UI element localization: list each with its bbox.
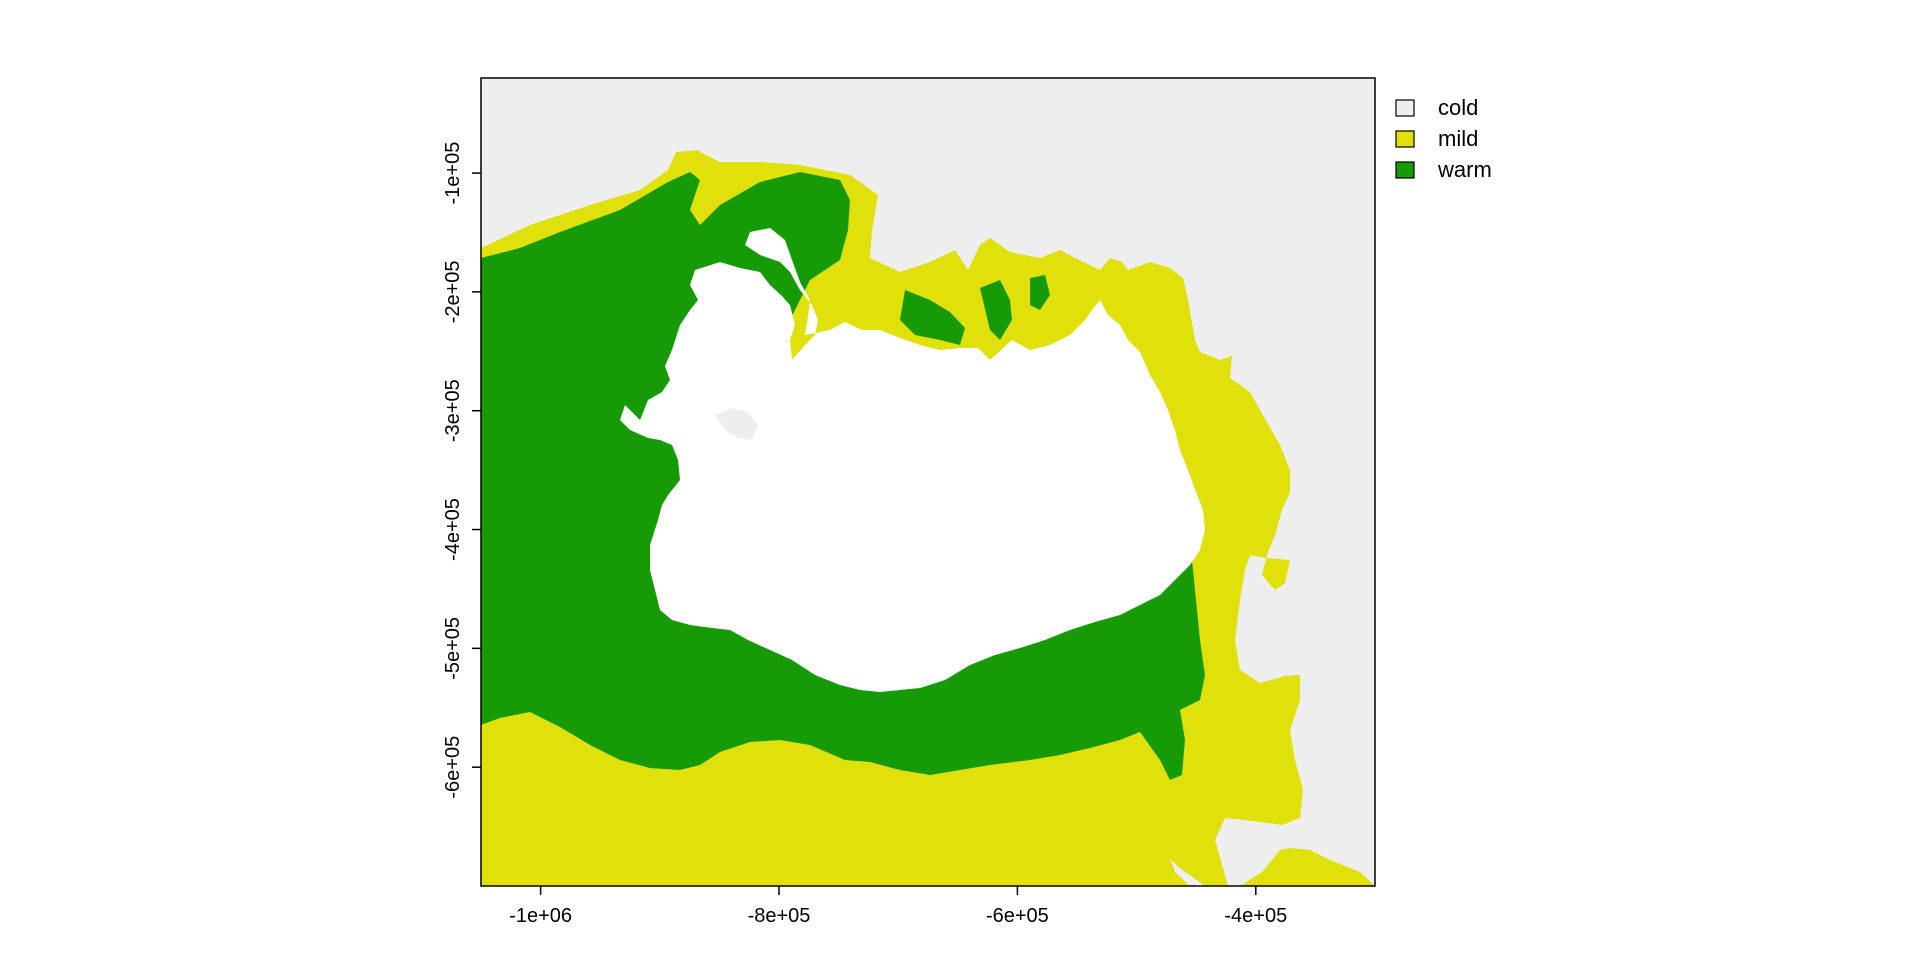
plot-border [480,77,1376,887]
x-axis: -1e+06 -8e+05 -6e+05 -4e+05 [509,886,1287,927]
glacier-patch [715,408,758,440]
land-region [620,228,1205,692]
legend: cold mild warm [1395,95,1492,182]
x-tick-label: -1e+06 [509,905,572,927]
legend-swatch-mild [1395,130,1415,148]
legend-label-mild: mild [1438,126,1478,151]
warm-region [481,172,1205,780]
mild-region [481,150,700,258]
legend-label-cold: cold [1438,95,1478,120]
legend-swatch-cold [1395,99,1415,117]
y-axis: -1e+05 -2e+05 -3e+05 -4e+05 -5e+05 -6e+05 [442,142,481,799]
y-tick-label: -2e+05 [442,260,464,323]
y-tick-label: -4e+05 [442,498,464,561]
x-tick-label: -4e+05 [1224,905,1287,927]
y-tick-label: -6e+05 [442,736,464,799]
warm-region [1030,275,1050,310]
x-tick-label: -8e+05 [748,905,811,927]
legend-swatch-warm [1395,161,1415,179]
x-tick-label: -6e+05 [986,905,1049,927]
warm-region [900,290,965,345]
warm-region [980,280,1012,340]
map-plot [480,77,1376,887]
y-tick-label: -1e+05 [442,142,464,205]
legend-label-warm: warm [1437,157,1492,182]
y-tick-label: -5e+05 [442,617,464,680]
y-tick-label: -3e+05 [442,379,464,442]
